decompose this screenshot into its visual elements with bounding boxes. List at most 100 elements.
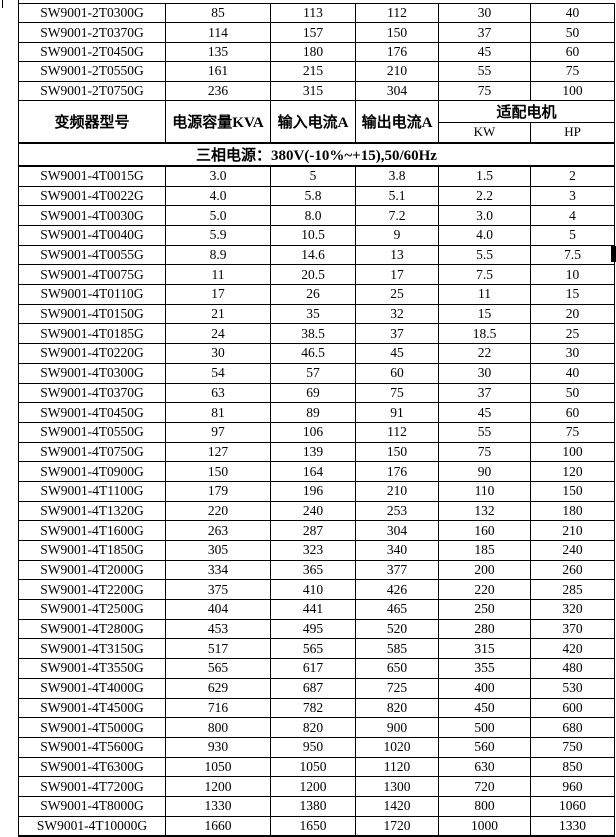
table-row: SW9001-2T0750G 236 315 304 75 100 [18,80,615,101]
value-cell: 220 [438,579,531,601]
value-cell: 45 [438,402,531,423]
value-cell: 37 [438,22,531,43]
value-cell: 720 [438,776,531,797]
value-cell: 14.6 [270,244,356,266]
value-cell: 25 [530,323,615,345]
table-row: SW9001-4T0110G 17 26 25 11 15 [18,284,615,305]
value-cell: 139 [270,441,356,463]
value-cell: 180 [270,41,356,63]
value-cell: 179 [165,480,271,502]
col-header-kw: KW [438,121,531,144]
table-left-border-stub [18,0,19,3]
value-cell: 112 [355,2,439,24]
value-cell: 420 [530,638,615,660]
value-cell: 410 [270,579,356,601]
value-cell: 5.8 [270,185,356,207]
value-cell: 45 [355,343,439,364]
value-cell: 1200 [165,776,271,797]
model-cell: SW9001-2T0370G [18,22,166,43]
table-row: SW9001-4T0185G 24 38.5 37 18.5 25 [18,323,615,345]
value-cell: 11 [438,284,531,305]
value-cell: 24 [165,323,271,345]
model-cell: SW9001-4T1320G [18,500,166,522]
model-cell: SW9001-4T7200G [18,776,166,797]
column-header-row: 变频器型号 电源容量KVA 输入电流A 输出电流A 适配电机 [18,99,615,144]
model-cell: SW9001-2T0300G [18,2,166,24]
value-cell: 17 [355,264,439,286]
table-row: SW9001-4T4500G 716 782 820 450 600 [18,697,615,719]
power-supply-banner-row: 三相电源：380V(-10%~+15),50/60Hz [18,141,615,167]
value-cell: 176 [355,461,439,482]
value-cell: 20.5 [270,264,356,286]
value-cell: 157 [270,22,356,43]
model-cell: SW9001-4T2500G [18,599,166,620]
value-cell: 565 [165,658,271,679]
value-cell: 565 [270,638,356,660]
value-cell: 81 [165,402,271,423]
value-cell: 215 [270,61,356,82]
value-cell: 750 [530,736,615,758]
value-cell: 1060 [530,795,615,817]
table-row: SW9001-4T0075G 11 20.5 17 7.5 10 [18,264,615,286]
model-cell: SW9001-4T1850G [18,540,166,561]
value-cell: 100 [530,441,615,463]
inverter-spec-table: SW9001-2T0300G 85 113 112 30 40 SW9001-2T0370G… [18,2,615,837]
value-cell: 253 [355,500,439,522]
value-cell: 200 [438,559,531,581]
model-cell: SW9001-4T2000G [18,559,166,581]
value-cell: 680 [530,717,615,738]
column-subheader-row: KW HP [19,121,615,144]
model-cell: SW9001-4T3150G [18,638,166,660]
value-cell: 375 [165,579,271,601]
value-cell: 304 [355,520,439,542]
table-row: SW9001-4T0030G 5.0 8.0 7.2 3.0 4 [18,205,615,227]
table-row: SW9001-4T0550G 97 106 112 55 75 [18,421,615,443]
value-cell: 90 [438,461,531,482]
model-cell: SW9001-2T0750G [18,80,166,101]
value-cell: 520 [355,618,439,640]
model-cell: SW9001-4T5600G [18,736,166,758]
value-cell: 11 [165,264,271,286]
value-cell: 687 [270,677,356,699]
value-cell: 236 [165,80,271,101]
value-cell: 106 [270,421,356,443]
value-cell: 820 [355,697,439,719]
value-cell: 114 [165,22,271,43]
table-row: SW9001-4T2500G 404 441 465 250 320 [18,599,615,620]
value-cell: 377 [355,559,439,581]
value-cell: 263 [165,520,271,542]
value-cell: 20 [530,303,615,325]
model-cell: SW9001-4T0220G [18,343,166,364]
value-cell: 500 [438,717,531,738]
table-row: SW9001-4T5000G 800 820 900 500 680 [18,717,615,738]
table-row: SW9001-4T8000G 1330 1380 1420 800 1060 [18,795,615,817]
value-cell: 3 [530,185,615,207]
value-cell: 1020 [355,736,439,758]
value-cell: 585 [355,638,439,660]
value-cell: 75 [438,80,531,101]
col-header-output-current: 输出电流A [355,99,439,144]
model-cell: SW9001-4T3550G [18,658,166,679]
value-cell: 365 [270,559,356,581]
value-cell: 210 [355,61,439,82]
value-cell: 250 [438,599,531,620]
value-cell: 629 [165,677,271,699]
value-cell: 240 [270,500,356,522]
value-cell: 280 [438,618,531,640]
table-row: SW9001-2T0300G 85 113 112 30 40 [18,2,615,24]
model-cell: SW9001-4T0110G [18,284,166,305]
model-cell: SW9001-4T0370G [18,382,166,404]
value-cell: 5 [530,225,615,246]
value-cell: 450 [438,697,531,719]
value-cell: 305 [165,540,271,561]
value-cell: 400 [438,677,531,699]
table-row: SW9001-4T7200G 1200 1200 1300 720 960 [18,776,615,797]
value-cell: 820 [270,717,356,738]
value-cell: 150 [355,441,439,463]
column-header-group: 变频器型号 电源容量KVA 输入电流A 输出电流A 适配电机 KW HP [18,99,615,144]
model-cell: SW9001-4T0550G [18,421,166,443]
value-cell: 930 [165,736,271,758]
table-row: SW9001-4T0300G 54 57 60 30 40 [18,362,615,384]
value-cell: 370 [530,618,615,640]
value-cell: 304 [355,80,439,101]
